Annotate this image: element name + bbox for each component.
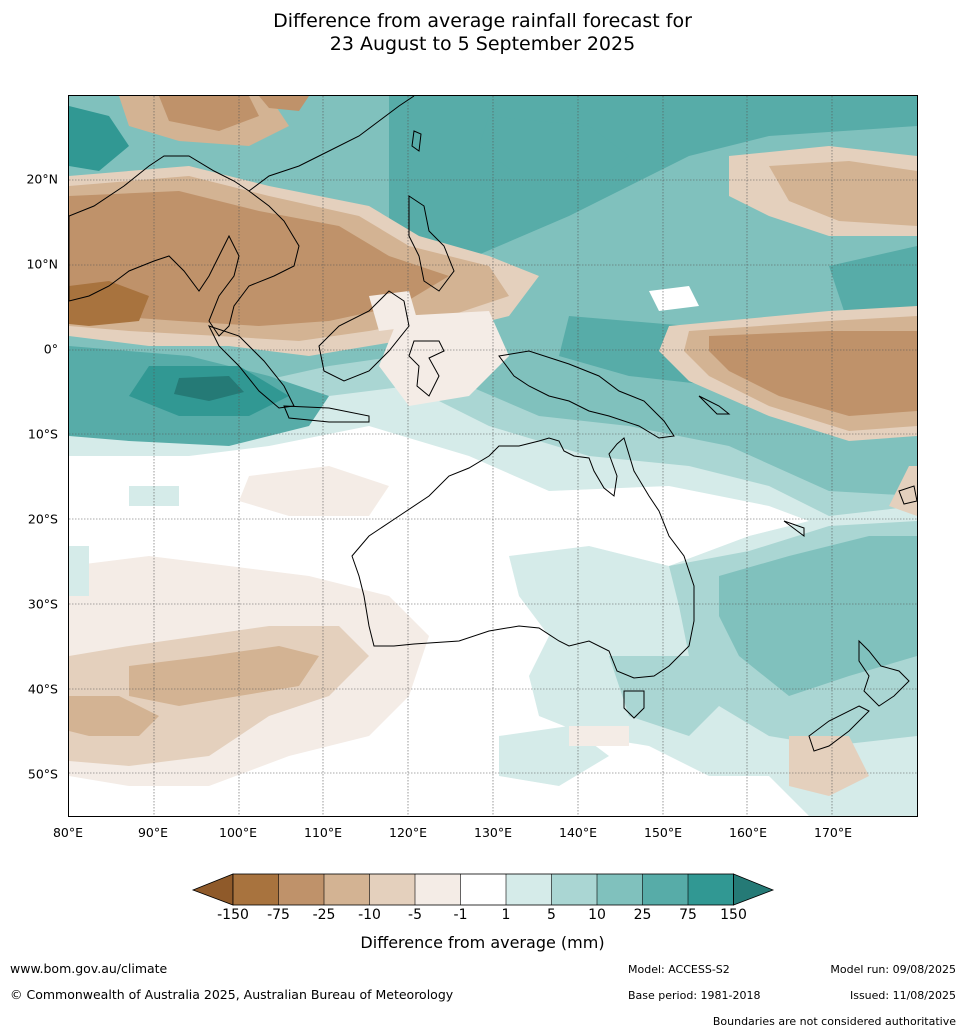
title-line-1: Difference from average rainfall forecas… — [273, 10, 692, 32]
map-title: Difference from average rainfall forecas… — [0, 10, 965, 56]
colour-bar-segment — [688, 874, 734, 905]
legend-label: -150 — [217, 907, 249, 923]
taiwan-outline — [411, 130, 422, 152]
legend-label: -10 — [358, 907, 381, 923]
rainfall-map — [68, 95, 918, 817]
boundaries-disclaimer: Boundaries are not considered authoritat… — [712, 1015, 956, 1028]
base-period: Base period: 1981-2018 — [628, 989, 761, 1002]
legend-label: -1 — [453, 907, 468, 923]
colour-bar-segment — [415, 874, 461, 905]
y-tick-40s: 40°S — [27, 681, 58, 697]
model-run-date: Model run: 09/08/2025 — [830, 963, 956, 976]
y-tick-20n: 20°N — [26, 171, 58, 187]
colour-bar-max-arrow — [733, 873, 775, 906]
legend-label: 5 — [547, 907, 556, 923]
tasmania-outline — [623, 690, 645, 719]
australia-outline — [351, 437, 695, 679]
y-tick-10n: 10°N — [26, 256, 58, 272]
java-outline — [283, 405, 370, 423]
bom-url[interactable]: www.bom.gov.au/climate — [10, 961, 168, 976]
vanuatu-outline — [783, 520, 805, 537]
colour-bar-segment — [642, 874, 688, 905]
legend-label: -75 — [267, 907, 290, 923]
borneo-outline — [318, 290, 410, 382]
legend-label: 75 — [679, 907, 697, 923]
legend-label: -25 — [312, 907, 336, 923]
colour-bar-segment — [506, 874, 552, 905]
sumatra-outline — [208, 325, 295, 409]
colour-bar-segment — [369, 874, 415, 905]
legend-label: 10 — [588, 907, 606, 923]
colour-bar-segment — [278, 874, 324, 905]
asia-north-coast-outline — [248, 96, 415, 192]
coastlines — [69, 96, 917, 752]
x-tick-100e: 100°E — [218, 825, 258, 840]
legend-label: -5 — [408, 907, 422, 923]
new-guinea-outline — [498, 350, 675, 439]
new-zealand-south-island — [808, 705, 870, 752]
model-name: Model: ACCESS-S2 — [628, 963, 730, 976]
title-line-2: 23 August to 5 September 2025 — [329, 33, 636, 55]
x-tick-160e: 160°E — [728, 825, 768, 840]
issued-date: Issued: 11/08/2025 — [849, 989, 956, 1002]
x-tick-120e: 120°E — [388, 825, 428, 840]
y-tick-10s: 10°S — [27, 426, 58, 442]
y-tick-20s: 20°S — [27, 511, 58, 527]
x-tick-110e: 110°E — [303, 825, 343, 840]
sulawesi-outline — [408, 340, 445, 397]
asia-mainland-outline — [69, 155, 300, 337]
legend-label: 1 — [501, 907, 511, 923]
legend-label: 150 — [720, 907, 747, 923]
legend-title: Difference from average (mm) — [360, 933, 605, 952]
solomon-islands-outline — [698, 395, 731, 415]
x-tick-80e: 80°E — [52, 825, 84, 840]
graticule — [69, 96, 917, 816]
new-zealand-north-island — [858, 639, 910, 707]
colour-bar-min-arrow — [191, 873, 234, 906]
y-tick-0: 0° — [43, 341, 58, 357]
x-tick-170e: 170°E — [813, 825, 853, 840]
colour-bar-segment — [551, 874, 597, 905]
copyright-notice: © Commonwealth of Australia 2025, Austra… — [10, 987, 454, 1002]
colour-bar-segment — [597, 874, 643, 905]
legend-label: 25 — [633, 907, 652, 923]
colour-bar-segment — [233, 874, 279, 905]
colour-bar-segment — [460, 874, 506, 905]
y-tick-50s: 50°S — [27, 766, 58, 782]
x-tick-130e: 130°E — [473, 825, 513, 840]
x-tick-140e: 140°E — [558, 825, 598, 840]
colour-bar-segment — [324, 874, 370, 905]
philippines-outline — [408, 195, 455, 292]
fiji-outline — [898, 485, 917, 505]
x-tick-150e: 150°E — [643, 825, 683, 840]
y-tick-30s: 30°S — [27, 596, 58, 612]
colour-bar — [190, 872, 775, 908]
x-tick-90e: 90°E — [137, 825, 169, 840]
